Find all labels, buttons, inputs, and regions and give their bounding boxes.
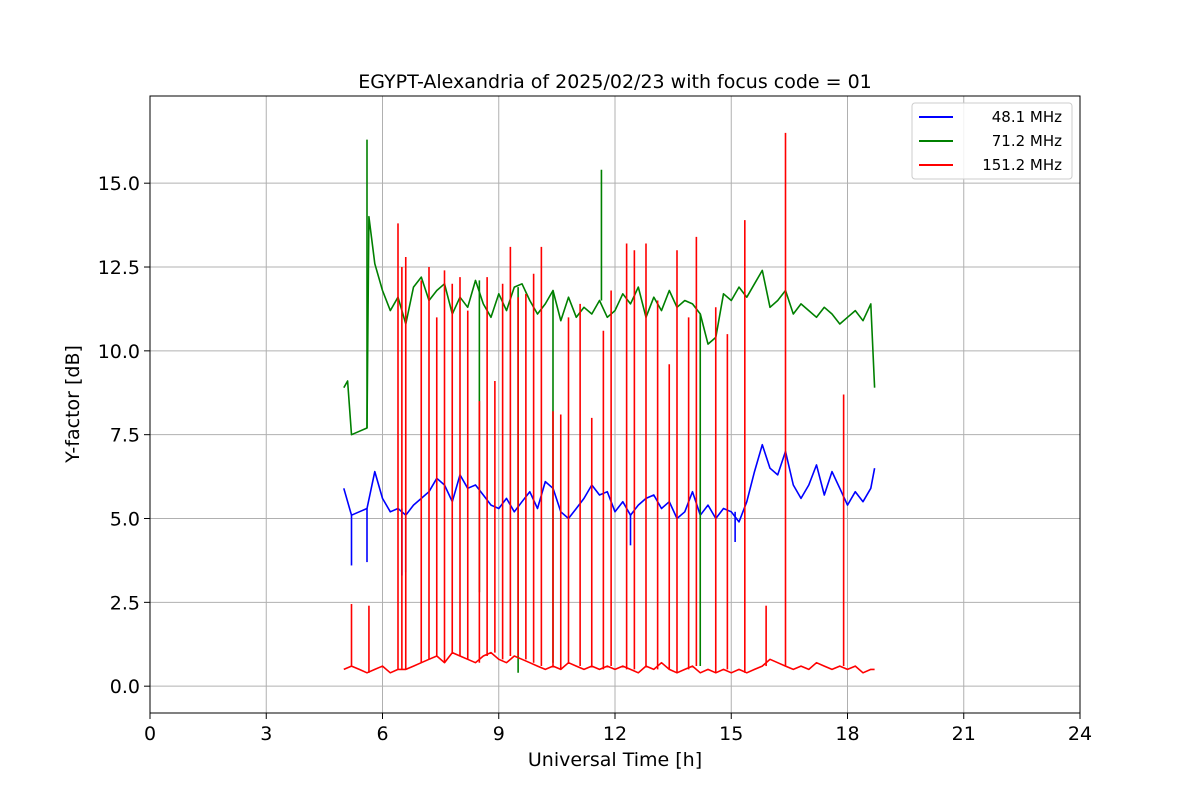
- x-tick-label: 12: [603, 723, 627, 745]
- x-tick-label: 24: [1068, 723, 1092, 745]
- chart-title: EGYPT-Alexandria of 2025/02/23 with focu…: [358, 71, 872, 93]
- x-axis-label: Universal Time [h]: [528, 749, 702, 771]
- x-tick-label: 18: [835, 723, 859, 745]
- legend-label-2: 151.2 MHz: [982, 156, 1062, 174]
- y-tick-label: 12.5: [98, 257, 140, 279]
- series-line-2: [343, 651, 875, 674]
- legend: 48.1 MHz 71.2 MHz 151.2 MHz: [911, 102, 1073, 180]
- x-tick-label: 3: [260, 723, 272, 745]
- legend-label-0: 48.1 MHz: [992, 108, 1062, 126]
- y-axis: 0.0 2.5 5.0 7.5 10.0 12.5 15.0: [98, 173, 150, 698]
- x-tick-label: 21: [952, 723, 976, 745]
- y-tick-label: 0.0: [110, 676, 140, 698]
- x-tick-label: 0: [144, 723, 156, 745]
- x-tick-label: 9: [493, 723, 505, 745]
- y-axis-label: Y-factor [dB]: [62, 345, 84, 464]
- y-tick-label: 10.0: [98, 341, 140, 363]
- x-axis: 0 3 6 9 12 15 18 21 24: [144, 713, 1092, 745]
- series-line-1: [343, 215, 876, 436]
- legend-box: [911, 102, 1073, 180]
- y-tick-label: 7.5: [110, 425, 140, 447]
- x-tick-label: 15: [719, 723, 743, 745]
- legend-label-1: 71.2 MHz: [992, 132, 1062, 150]
- y-tick-label: 5.0: [110, 509, 140, 531]
- y-tick-label: 15.0: [98, 173, 140, 195]
- y-tick-label: 2.5: [110, 592, 140, 614]
- series-layer: [343, 132, 876, 674]
- x-tick-label: 6: [376, 723, 388, 745]
